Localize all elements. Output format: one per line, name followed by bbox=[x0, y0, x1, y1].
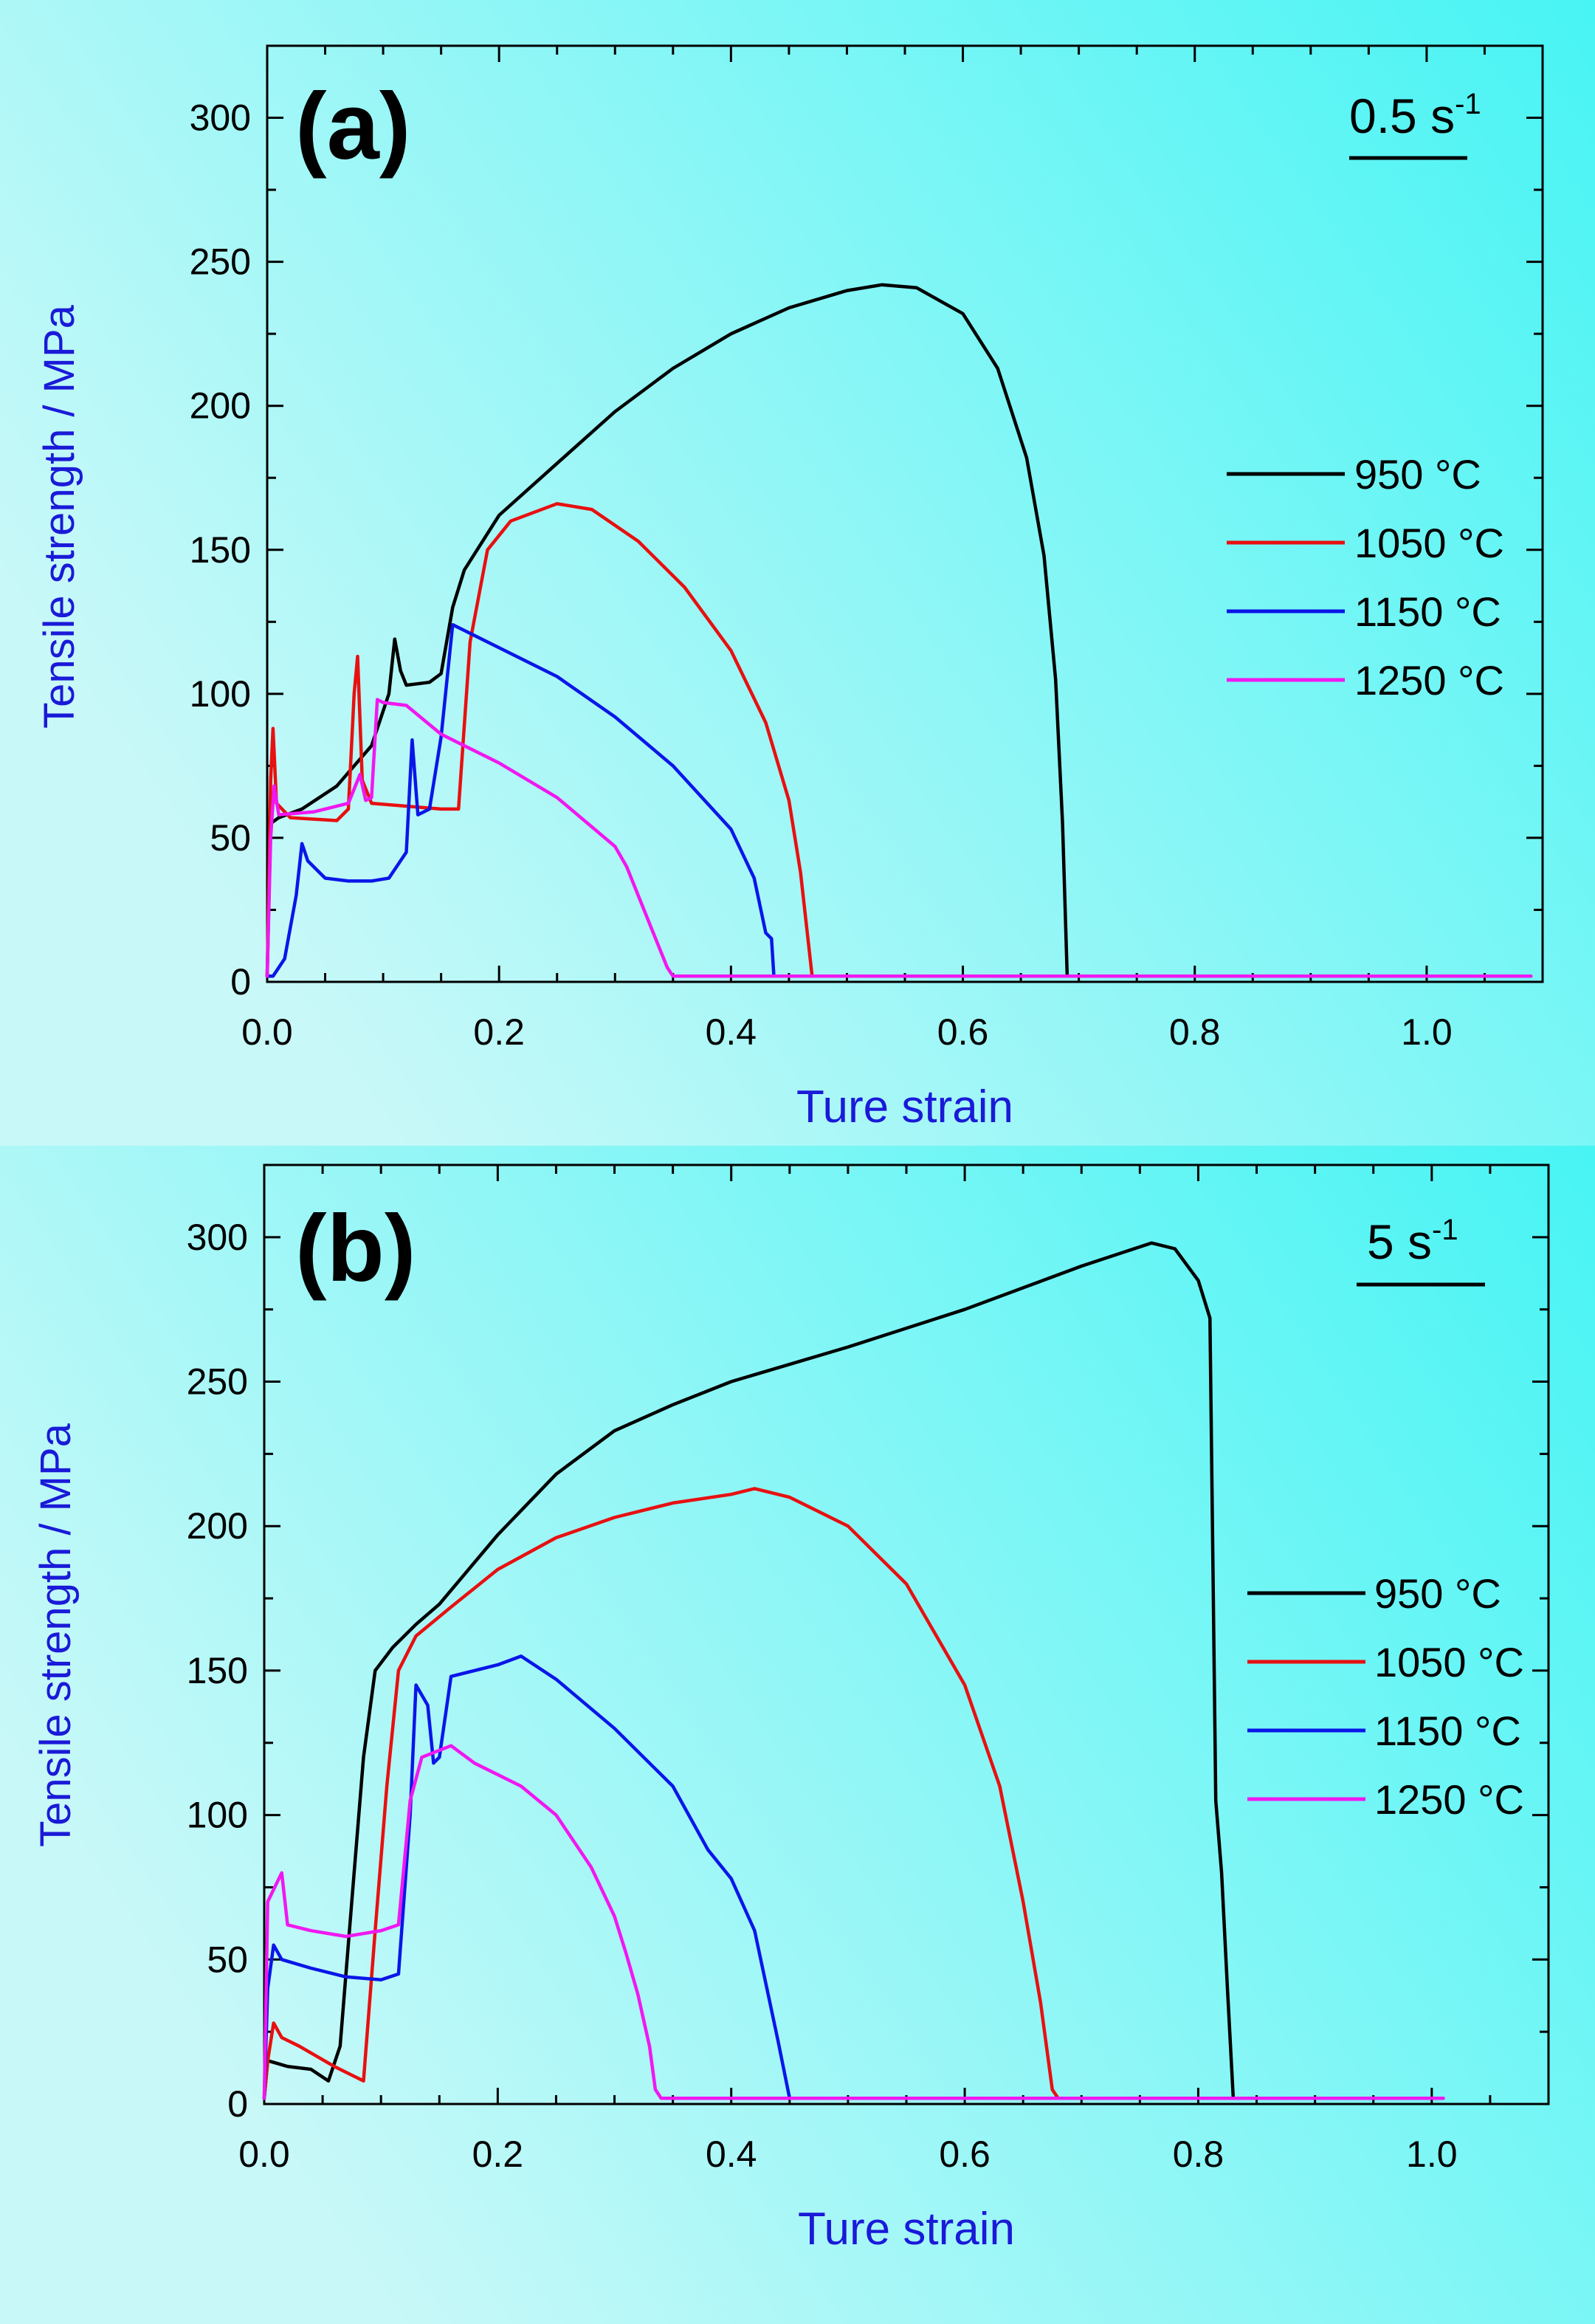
y-tick-label: 50 bbox=[210, 817, 251, 859]
legend-label: 1150 °C bbox=[1374, 1708, 1521, 1754]
y-axis-label: Tensile strength / MPa bbox=[32, 1423, 80, 1847]
y-tick-label: 200 bbox=[187, 1505, 248, 1547]
series-line-1250C bbox=[265, 698, 1533, 978]
y-tick-label: 300 bbox=[187, 1217, 248, 1258]
series-line-950C bbox=[262, 1241, 1434, 2100]
y-tick-label: 200 bbox=[190, 385, 251, 427]
panel-label: (b) bbox=[295, 1196, 416, 1302]
x-tick-label: 0.2 bbox=[473, 1011, 525, 1053]
x-tick-label: 1.0 bbox=[1406, 2134, 1458, 2175]
x-tick-label: 0.0 bbox=[241, 1011, 293, 1053]
strain-rate-label: 5 s-1 bbox=[1367, 1214, 1458, 1269]
legend-label: 950 °C bbox=[1374, 1570, 1501, 1617]
legend-label: 1250 °C bbox=[1374, 1776, 1524, 1823]
x-tick-label: 0.8 bbox=[1173, 2134, 1224, 2175]
x-tick-label: 0.8 bbox=[1169, 1011, 1221, 1053]
series-line-1150C bbox=[265, 622, 1429, 978]
y-tick-label: 150 bbox=[190, 529, 251, 571]
series-line-1250C bbox=[262, 1744, 1445, 2100]
panel-label: (a) bbox=[295, 74, 410, 179]
legend-label: 1050 °C bbox=[1374, 1639, 1524, 1685]
x-tick-label: 0.6 bbox=[937, 1011, 989, 1053]
y-tick-label: 0 bbox=[230, 961, 251, 1003]
panel-b-background bbox=[0, 1146, 1595, 2324]
y-tick-label: 250 bbox=[190, 241, 251, 283]
x-axis-label: Ture strain bbox=[796, 1082, 1013, 1132]
series-line-1050C bbox=[262, 1487, 1434, 2100]
series-line-950C bbox=[265, 283, 1429, 978]
y-tick-label: 50 bbox=[207, 1939, 248, 1980]
y-tick-label: 0 bbox=[227, 2083, 248, 2125]
y-tick-label: 150 bbox=[187, 1650, 248, 1691]
x-tick-label: 0.0 bbox=[238, 2134, 290, 2175]
y-axis-label: Tensile strength / MPa bbox=[35, 304, 83, 729]
x-tick-label: 0.4 bbox=[706, 2134, 757, 2175]
y-tick-label: 100 bbox=[190, 673, 251, 715]
x-tick-label: 0.6 bbox=[939, 2134, 991, 2175]
strain-rate-label: 0.5 s-1 bbox=[1349, 88, 1481, 143]
series-line-1050C bbox=[265, 502, 1429, 978]
legend-label: 1150 °C bbox=[1354, 588, 1501, 635]
y-tick-label: 300 bbox=[190, 97, 251, 139]
panel-b: 0.0 0.2 0.4 0.6 0.8 1.0 0 50 100 150 200 250 300 Ture… bbox=[32, 1163, 1550, 2255]
legend-label: 950 °C bbox=[1354, 451, 1481, 498]
x-tick-label: 0.4 bbox=[706, 1011, 757, 1053]
panel-a: 0.0 0.2 0.4 0.6 0.8 1.0 0 50 100 150 200 250 300 Ture… bbox=[35, 44, 1544, 1132]
series-line-1150C bbox=[262, 1654, 1434, 2100]
y-tick-label: 250 bbox=[187, 1361, 248, 1403]
x-tick-label: 0.2 bbox=[472, 2134, 524, 2175]
legend-label: 1250 °C bbox=[1354, 657, 1504, 704]
x-tick-label: 1.0 bbox=[1401, 1011, 1453, 1053]
legend-label: 1050 °C bbox=[1354, 520, 1504, 566]
y-tick-label: 100 bbox=[187, 1795, 248, 1836]
x-axis-label: Ture strain bbox=[798, 2204, 1015, 2255]
panel-a-background bbox=[0, 0, 1595, 1146]
